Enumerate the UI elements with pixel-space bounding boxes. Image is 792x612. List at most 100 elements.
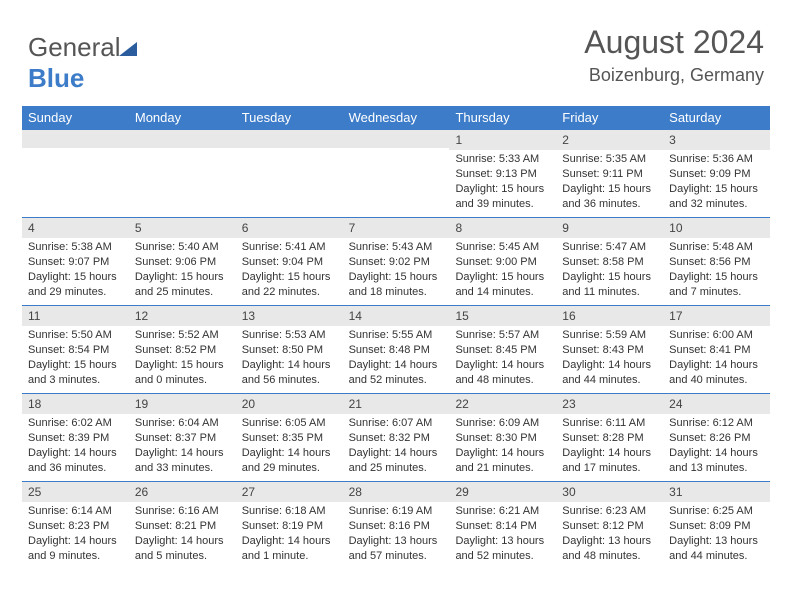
- sunset-line: Sunset: 9:00 PM: [455, 255, 550, 270]
- day-number: 6: [236, 218, 343, 238]
- logo-triangle-icon: [119, 42, 137, 56]
- logo: General Blue: [28, 32, 137, 94]
- day-number: 1: [449, 130, 556, 150]
- sunset-line: Sunset: 8:54 PM: [28, 343, 123, 358]
- day-number: 31: [663, 482, 770, 502]
- logo-part2: Blue: [28, 63, 84, 93]
- day-number: 18: [22, 394, 129, 414]
- sunrise-line: Sunrise: 5:35 AM: [562, 152, 657, 167]
- sunset-line: Sunset: 8:43 PM: [562, 343, 657, 358]
- logo-text: General Blue: [28, 32, 137, 93]
- sunrise-line: Sunrise: 6:23 AM: [562, 504, 657, 519]
- empty-day-cell: [236, 129, 343, 217]
- day-number: 5: [129, 218, 236, 238]
- sunrise-line: Sunrise: 5:48 AM: [669, 240, 764, 255]
- day-info: Sunrise: 6:23 AMSunset: 8:12 PMDaylight:…: [556, 502, 663, 565]
- day-cell: 2Sunrise: 5:35 AMSunset: 9:11 PMDaylight…: [556, 129, 663, 217]
- day-cell: 19Sunrise: 6:04 AMSunset: 8:37 PMDayligh…: [129, 393, 236, 481]
- day-cell: 18Sunrise: 6:02 AMSunset: 8:39 PMDayligh…: [22, 393, 129, 481]
- day-info: Sunrise: 6:00 AMSunset: 8:41 PMDaylight:…: [663, 326, 770, 389]
- day-number: 28: [343, 482, 450, 502]
- daylight-line: Daylight: 14 hours and 52 minutes.: [349, 358, 444, 388]
- daylight-line: Daylight: 14 hours and 29 minutes.: [242, 446, 337, 476]
- day-info: Sunrise: 5:35 AMSunset: 9:11 PMDaylight:…: [556, 150, 663, 213]
- sunset-line: Sunset: 8:28 PM: [562, 431, 657, 446]
- day-number: 29: [449, 482, 556, 502]
- day-number: 30: [556, 482, 663, 502]
- day-number: 8: [449, 218, 556, 238]
- sunrise-line: Sunrise: 5:52 AM: [135, 328, 230, 343]
- daylight-line: Daylight: 14 hours and 48 minutes.: [455, 358, 550, 388]
- daylight-line: Daylight: 14 hours and 40 minutes.: [669, 358, 764, 388]
- day-cell: 22 Sunrise: 6:09 AMSunset: 8:30 PMDayligh…: [449, 393, 556, 481]
- day-info: Sunrise: 6:04 AMSunset: 8:37 PMDaylight:…: [129, 414, 236, 477]
- day-cell: 8Sunrise: 5:45 AMSunset: 9:00 PMDaylight…: [449, 217, 556, 305]
- day-cell: 14Sunrise: 5:55 AMSunset: 8:48 PMDayligh…: [343, 305, 450, 393]
- dayname-header: Wednesday: [343, 106, 450, 129]
- day-cell: 27Sunrise: 6:18 AMSunset: 8:19 PMDayligh…: [236, 481, 343, 569]
- day-cell: 23Sunrise: 6:11 AMSunset: 8:28 PMDayligh…: [556, 393, 663, 481]
- day-number: [343, 130, 450, 148]
- sunrise-line: Sunrise: 6:11 AM: [562, 416, 657, 431]
- day-cell: 4Sunrise: 5:38 AMSunset: 9:07 PMDaylight…: [22, 217, 129, 305]
- daylight-line: Daylight: 15 hours and 14 minutes.: [455, 270, 550, 300]
- day-cell: 3Sunrise: 5:36 AMSunset: 9:09 PMDaylight…: [663, 129, 770, 217]
- sunrise-line: Sunrise: 5:43 AM: [349, 240, 444, 255]
- day-number: 12: [129, 306, 236, 326]
- sunrise-line: Sunrise: 5:40 AM: [135, 240, 230, 255]
- sunset-line: Sunset: 9:13 PM: [455, 167, 550, 182]
- week-row: 4Sunrise: 5:38 AMSunset: 9:07 PMDaylight…: [22, 217, 770, 305]
- daylight-line: Daylight: 14 hours and 33 minutes.: [135, 446, 230, 476]
- daylight-line: Daylight: 14 hours and 44 minutes.: [562, 358, 657, 388]
- day-info: Sunrise: 6:19 AMSunset: 8:16 PMDaylight:…: [343, 502, 450, 565]
- day-cell: 25Sunrise: 6:14 AMSunset: 8:23 PMDayligh…: [22, 481, 129, 569]
- daylight-line: Daylight: 13 hours and 57 minutes.: [349, 534, 444, 564]
- day-number: 19: [129, 394, 236, 414]
- month-title: August 2024: [584, 24, 764, 61]
- day-cell: 6Sunrise: 5:41 AMSunset: 9:04 PMDaylight…: [236, 217, 343, 305]
- day-number: 20: [236, 394, 343, 414]
- day-cell: 5 Sunrise: 5:40 AMSunset: 9:06 PMDaylight…: [129, 217, 236, 305]
- week-row: 25Sunrise: 6:14 AMSunset: 8:23 PMDayligh…: [22, 481, 770, 569]
- day-number: 24: [663, 394, 770, 414]
- sunrise-line: Sunrise: 6:16 AM: [135, 504, 230, 519]
- day-info: Sunrise: 5:36 AMSunset: 9:09 PMDaylight:…: [663, 150, 770, 213]
- sunset-line: Sunset: 9:07 PM: [28, 255, 123, 270]
- daylight-line: Daylight: 15 hours and 32 minutes.: [669, 182, 764, 212]
- day-info: Sunrise: 5:33 AMSunset: 9:13 PMDaylight:…: [449, 150, 556, 213]
- day-cell: 31Sunrise: 6:25 AMSunset: 8:09 PMDayligh…: [663, 481, 770, 569]
- day-info: Sunrise: 5:41 AMSunset: 9:04 PMDaylight:…: [236, 238, 343, 301]
- daylight-line: Daylight: 15 hours and 0 minutes.: [135, 358, 230, 388]
- daylight-line: Daylight: 14 hours and 56 minutes.: [242, 358, 337, 388]
- daylight-line: Daylight: 15 hours and 25 minutes.: [135, 270, 230, 300]
- day-cell: 17Sunrise: 6:00 AMSunset: 8:41 PMDayligh…: [663, 305, 770, 393]
- day-number: 21: [343, 394, 450, 414]
- sunrise-line: Sunrise: 6:09 AM: [455, 416, 550, 431]
- day-info: Sunrise: 6:16 AMSunset: 8:21 PMDaylight:…: [129, 502, 236, 565]
- sunrise-line: Sunrise: 6:02 AM: [28, 416, 123, 431]
- sunset-line: Sunset: 8:52 PM: [135, 343, 230, 358]
- sunrise-line: Sunrise: 6:07 AM: [349, 416, 444, 431]
- sunset-line: Sunset: 8:14 PM: [455, 519, 550, 534]
- day-info: Sunrise: 6:05 AMSunset: 8:35 PMDaylight:…: [236, 414, 343, 477]
- logo-part1: General: [28, 32, 121, 62]
- day-number: 22: [449, 394, 556, 414]
- day-number: 11: [22, 306, 129, 326]
- day-cell: 21Sunrise: 6:07 AMSunset: 8:32 PMDayligh…: [343, 393, 450, 481]
- day-number: [22, 130, 129, 148]
- sunrise-line: Sunrise: 5:33 AM: [455, 152, 550, 167]
- sunset-line: Sunset: 8:30 PM: [455, 431, 550, 446]
- day-number: 23: [556, 394, 663, 414]
- sunset-line: Sunset: 8:45 PM: [455, 343, 550, 358]
- daylight-line: Daylight: 14 hours and 1 minute.: [242, 534, 337, 564]
- daylight-line: Daylight: 14 hours and 9 minutes.: [28, 534, 123, 564]
- day-number: 17: [663, 306, 770, 326]
- daylight-line: Daylight: 14 hours and 21 minutes.: [455, 446, 550, 476]
- day-info: Sunrise: 6:25 AMSunset: 8:09 PMDaylight:…: [663, 502, 770, 565]
- sunrise-line: Sunrise: 6:05 AM: [242, 416, 337, 431]
- dayname-header-row: SundayMondayTuesdayWednesdayThursdayFrid…: [22, 106, 770, 129]
- sunrise-line: Sunrise: 6:25 AM: [669, 504, 764, 519]
- sunset-line: Sunset: 9:06 PM: [135, 255, 230, 270]
- day-number: 16: [556, 306, 663, 326]
- sunrise-line: Sunrise: 5:36 AM: [669, 152, 764, 167]
